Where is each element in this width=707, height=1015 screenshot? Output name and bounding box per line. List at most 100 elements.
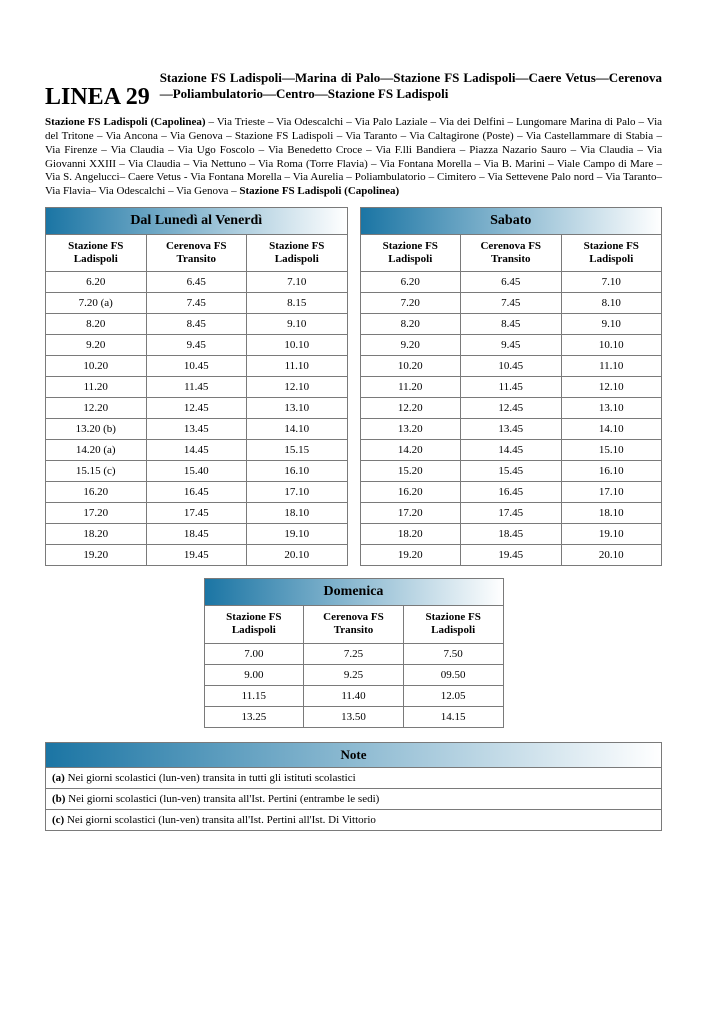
time-cell: 19.45 bbox=[146, 545, 247, 566]
table-row: 10.2010.4511.10 bbox=[46, 356, 348, 377]
page: LINEA 29 Stazione FS Ladispoli—Marina di… bbox=[0, 0, 707, 871]
time-cell: 12.45 bbox=[146, 398, 247, 419]
time-cell: 17.45 bbox=[461, 503, 562, 524]
time-cell: 7.45 bbox=[461, 293, 562, 314]
stops-paragraph: Stazione FS Ladispoli (Capolinea) – Via … bbox=[45, 116, 662, 199]
time-cell: 7.00 bbox=[204, 643, 304, 664]
time-cell: 10.20 bbox=[360, 356, 461, 377]
time-cell: 9.20 bbox=[360, 335, 461, 356]
weekday-block: Dal Lunedì al Venerdì Stazione FSLadispo… bbox=[45, 207, 348, 566]
time-cell: 12.20 bbox=[46, 398, 147, 419]
time-cell: 14.20 (a) bbox=[46, 440, 147, 461]
table-row: 11.2011.4512.10 bbox=[360, 377, 662, 398]
col-header: Stazione FSLadispoli bbox=[360, 234, 461, 271]
line-number: LINEA 29 bbox=[45, 70, 160, 110]
table-row: 15.15 (c)15.4016.10 bbox=[46, 461, 348, 482]
table-row: 8.208.459.10 bbox=[360, 314, 662, 335]
time-cell: 11.10 bbox=[561, 356, 662, 377]
time-cell: 13.10 bbox=[561, 398, 662, 419]
table-row: 7.007.257.50 bbox=[204, 643, 503, 664]
table-row: 19.2019.4520.10 bbox=[46, 545, 348, 566]
time-cell: 13.20 (b) bbox=[46, 419, 147, 440]
sunday-table: Stazione FSLadispoli Cerenova FSTransito… bbox=[204, 605, 504, 727]
table-row: 6.206.457.10 bbox=[360, 272, 662, 293]
table-row: 16.2016.4517.10 bbox=[46, 482, 348, 503]
notes-body: (a) Nei giorni scolastici (lun-ven) tran… bbox=[45, 768, 662, 831]
time-cell: 16.10 bbox=[561, 461, 662, 482]
col-header: Stazione FSLadispoli bbox=[46, 234, 147, 271]
note-row: (a) Nei giorni scolastici (lun-ven) tran… bbox=[45, 768, 662, 789]
table-row: 11.1511.4012.05 bbox=[204, 685, 503, 706]
time-cell: 11.40 bbox=[304, 685, 404, 706]
note-row: (b) Nei giorni scolastici (lun-ven) tran… bbox=[45, 789, 662, 810]
time-cell: 8.20 bbox=[46, 314, 147, 335]
time-cell: 9.10 bbox=[247, 314, 348, 335]
time-cell: 15.40 bbox=[146, 461, 247, 482]
table-row: 19.2019.4520.10 bbox=[360, 545, 662, 566]
time-cell: 13.45 bbox=[461, 419, 562, 440]
saturday-tbody: 6.206.457.107.207.458.108.208.459.109.20… bbox=[360, 272, 662, 566]
time-cell: 10.10 bbox=[561, 335, 662, 356]
time-cell: 18.45 bbox=[146, 524, 247, 545]
tables-row: Dal Lunedì al Venerdì Stazione FSLadispo… bbox=[45, 207, 662, 566]
table-row: 9.209.4510.10 bbox=[360, 335, 662, 356]
time-cell: 12.10 bbox=[247, 377, 348, 398]
time-cell: 10.20 bbox=[46, 356, 147, 377]
sunday-caption: Domenica bbox=[204, 578, 504, 605]
note-row: (c) Nei giorni scolastici (lun-ven) tran… bbox=[45, 810, 662, 831]
time-cell: 7.10 bbox=[247, 272, 348, 293]
time-cell: 12.05 bbox=[403, 685, 503, 706]
weekday-caption: Dal Lunedì al Venerdì bbox=[45, 207, 348, 234]
table-row: 18.2018.4519.10 bbox=[46, 524, 348, 545]
table-row: 12.2012.4513.10 bbox=[360, 398, 662, 419]
table-row: 13.20 (b)13.4514.10 bbox=[46, 419, 348, 440]
table-row: 16.2016.4517.10 bbox=[360, 482, 662, 503]
time-cell: 7.50 bbox=[403, 643, 503, 664]
time-cell: 18.10 bbox=[247, 503, 348, 524]
time-cell: 12.45 bbox=[461, 398, 562, 419]
time-cell: 6.45 bbox=[461, 272, 562, 293]
weekday-table: Stazione FSLadispoli Cerenova FSTransito… bbox=[45, 234, 348, 566]
sunday-tbody: 7.007.257.509.009.2509.5011.1511.4012.05… bbox=[204, 643, 503, 727]
col-header: Cerenova FSTransito bbox=[304, 606, 404, 643]
time-cell: 09.50 bbox=[403, 664, 503, 685]
table-row: 7.207.458.10 bbox=[360, 293, 662, 314]
saturday-table: Stazione FSLadispoli Cerenova FSTransito… bbox=[360, 234, 663, 566]
time-cell: 18.20 bbox=[360, 524, 461, 545]
time-cell: 10.45 bbox=[461, 356, 562, 377]
time-cell: 13.25 bbox=[204, 706, 304, 727]
time-cell: 16.45 bbox=[461, 482, 562, 503]
col-header: Stazione FSLadispoli bbox=[561, 234, 662, 271]
time-cell: 11.10 bbox=[247, 356, 348, 377]
saturday-block: Sabato Stazione FSLadispoli Cerenova FST… bbox=[360, 207, 663, 566]
time-cell: 7.45 bbox=[146, 293, 247, 314]
route-description: Stazione FS Ladispoli—Marina di Palo—Sta… bbox=[160, 70, 662, 103]
time-cell: 11.45 bbox=[461, 377, 562, 398]
header: LINEA 29 Stazione FS Ladispoli—Marina di… bbox=[45, 70, 662, 110]
table-row: 13.2513.5014.15 bbox=[204, 706, 503, 727]
table-row: 6.206.457.10 bbox=[46, 272, 348, 293]
time-cell: 6.45 bbox=[146, 272, 247, 293]
table-row: 14.2014.4515.10 bbox=[360, 440, 662, 461]
time-cell: 10.10 bbox=[247, 335, 348, 356]
table-row: 12.2012.4513.10 bbox=[46, 398, 348, 419]
time-cell: 11.20 bbox=[360, 377, 461, 398]
time-cell: 17.45 bbox=[146, 503, 247, 524]
time-cell: 17.10 bbox=[561, 482, 662, 503]
time-cell: 16.20 bbox=[360, 482, 461, 503]
table-row: 14.20 (a)14.4515.15 bbox=[46, 440, 348, 461]
time-cell: 11.45 bbox=[146, 377, 247, 398]
table-row: 15.2015.4516.10 bbox=[360, 461, 662, 482]
time-cell: 9.20 bbox=[46, 335, 147, 356]
time-cell: 16.20 bbox=[46, 482, 147, 503]
time-cell: 8.45 bbox=[146, 314, 247, 335]
time-cell: 8.45 bbox=[461, 314, 562, 335]
time-cell: 20.10 bbox=[247, 545, 348, 566]
time-cell: 7.25 bbox=[304, 643, 404, 664]
time-cell: 19.20 bbox=[46, 545, 147, 566]
table-row: 11.2011.4512.10 bbox=[46, 377, 348, 398]
time-cell: 20.10 bbox=[561, 545, 662, 566]
time-cell: 18.20 bbox=[46, 524, 147, 545]
time-cell: 9.10 bbox=[561, 314, 662, 335]
time-cell: 16.45 bbox=[146, 482, 247, 503]
